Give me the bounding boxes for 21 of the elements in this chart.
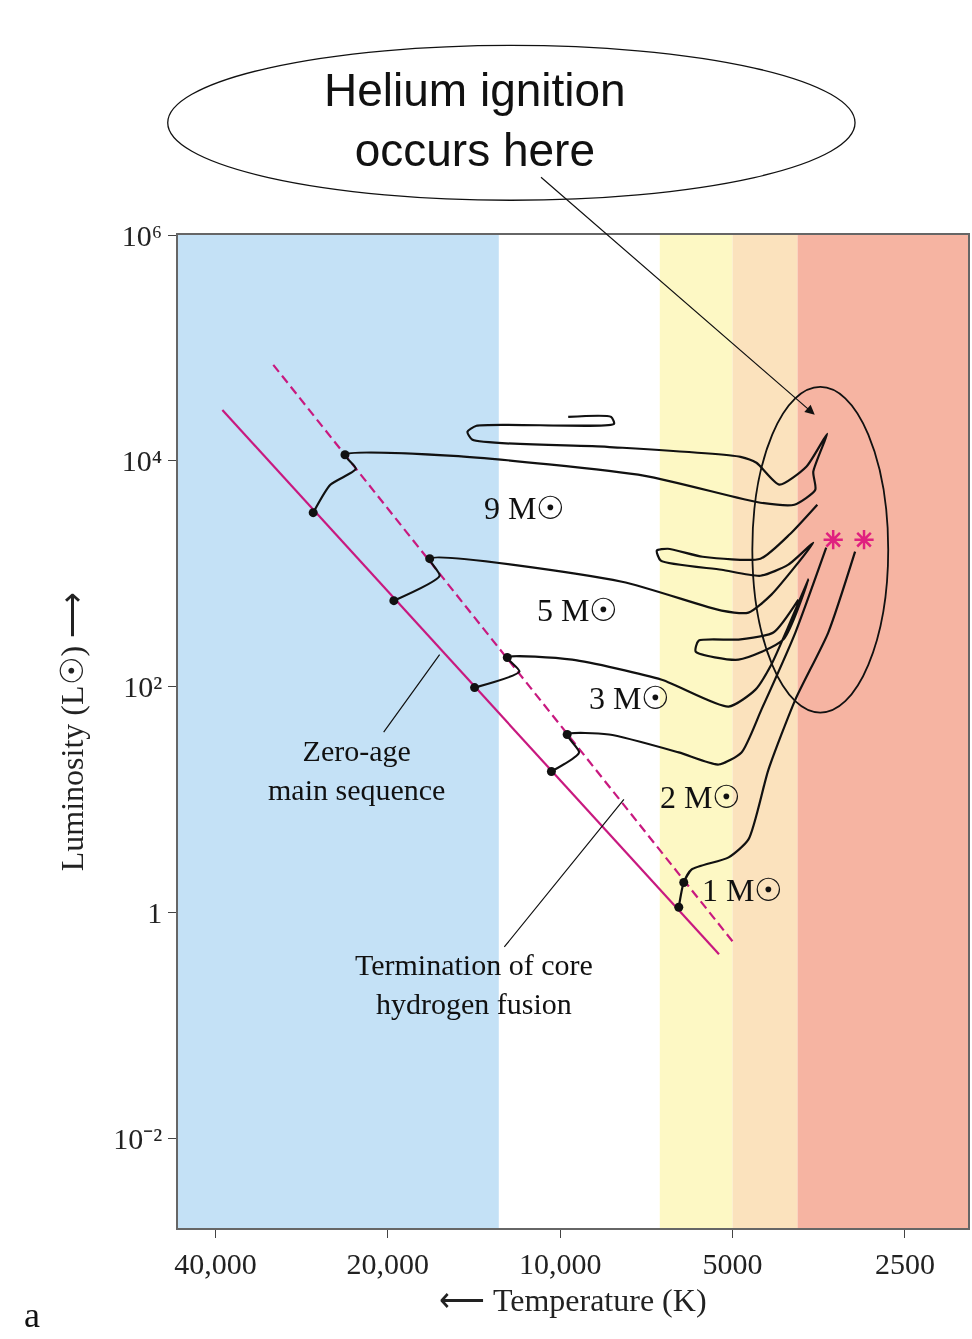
x-tick-label: 5000 — [702, 1246, 763, 1280]
annotation: Termination of core hydrogen fusion — [355, 948, 593, 1020]
x-tick-label: 40,000 — [174, 1246, 257, 1280]
y-axis-title: Luminosity (L☉) ⟶ — [54, 591, 91, 872]
text: a — [24, 1295, 40, 1335]
series-label: 1 M☉ — [702, 872, 784, 908]
series-label: 9 M☉ — [484, 490, 566, 526]
y-tick-label: 10⁶ — [121, 218, 163, 252]
text: Helium ignition occurs here — [324, 64, 626, 176]
series-label: 2 M☉ — [660, 779, 742, 815]
x-tick-label: 20,000 — [346, 1246, 430, 1280]
x-axis-title: ⟵ Temperature (K) — [439, 1282, 707, 1319]
x-tick-label: 2500 — [874, 1246, 935, 1280]
series-label: 5 M☉ — [537, 592, 619, 628]
y-tick-label: 10⁻² — [113, 1121, 163, 1155]
y-tick-label: 1 — [147, 895, 163, 929]
y-tick-label: 10² — [123, 670, 163, 704]
y-tick-label: 10⁴ — [121, 444, 163, 478]
annotation: Zero-age main sequence — [268, 734, 446, 806]
series-label: 3 M☉ — [589, 680, 671, 716]
x-tick-label: 10,000 — [518, 1246, 602, 1280]
